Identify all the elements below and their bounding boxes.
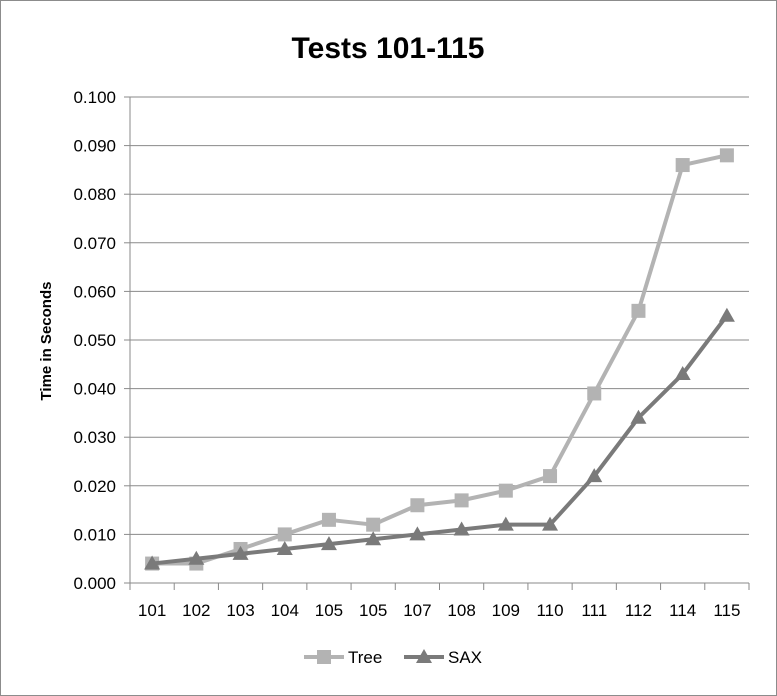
y-tick-label: 0.020: [73, 477, 116, 496]
x-tick-label: 105: [315, 601, 343, 620]
legend-marker: [317, 650, 331, 664]
data-point-tree: [719, 148, 734, 163]
y-tick-labels: 0.000 0.010 0.020 0.030 0.040 0.050 0.060 0.070…: [73, 88, 116, 593]
y-tick-label: 0.010: [73, 525, 116, 544]
data-point-sax: [320, 536, 337, 551]
legend-item-tree: Tree: [304, 648, 382, 667]
x-tick-labels: 101 102 103 104 105 105 107 108 109 110 111 112 114 1…: [138, 601, 741, 620]
data-point-tree: [587, 386, 602, 401]
x-tick-label: 115: [713, 601, 740, 620]
data-point-tree: [498, 483, 513, 498]
data-point-sax: [409, 526, 426, 541]
x-tick-label: 107: [403, 601, 431, 620]
gridlines: [130, 96, 749, 584]
y-tick-label: 0.090: [73, 137, 116, 156]
legend-item-sax: SAX: [404, 648, 482, 667]
x-tick-label: 112: [625, 601, 652, 620]
y-tick-label: 0.050: [73, 331, 116, 350]
data-point-tree: [454, 493, 469, 508]
chart-title: Tests 101-115: [292, 32, 485, 65]
x-tick-label: 105: [359, 601, 387, 620]
legend-label: Tree: [348, 648, 382, 667]
y-tick-label: 0.070: [73, 234, 116, 253]
y-axis-label: Time in Seconds: [38, 282, 55, 401]
y-tick-label: 0.060: [73, 282, 116, 301]
data-point-sax: [674, 366, 691, 381]
data-point-sax: [365, 531, 382, 546]
data-point-tree: [410, 498, 425, 513]
data-point-tree: [277, 527, 292, 542]
x-tick-label: 110: [536, 601, 563, 620]
y-tick-label: 0.040: [73, 380, 116, 399]
data-point-sax: [188, 550, 205, 565]
data-point-sax: [718, 307, 735, 322]
series-tree: [145, 148, 734, 571]
x-tick-label: 108: [447, 601, 475, 620]
x-tick-label: 104: [271, 601, 299, 620]
data-point-tree: [366, 517, 381, 532]
series-line-tree: [152, 153, 728, 566]
data-point-tree: [321, 512, 336, 527]
data-point-sax: [542, 516, 559, 531]
data-point-sax: [453, 521, 470, 536]
legend-marker: [416, 649, 432, 663]
data-point-sax: [586, 468, 603, 483]
x-tick-label: 114: [669, 601, 696, 620]
x-tick-label: 101: [138, 601, 166, 620]
legend-label: SAX: [448, 648, 482, 667]
data-point-tree: [543, 469, 558, 484]
series-group: [144, 148, 735, 571]
data-point-sax: [232, 545, 249, 560]
data-point-tree: [631, 303, 646, 318]
y-tick-label: 0.100: [73, 88, 116, 107]
data-point-sax: [144, 555, 161, 570]
y-tick-label: 0.080: [73, 185, 116, 204]
x-tick-label: 111: [581, 601, 607, 620]
series-line-sax: [151, 314, 729, 566]
y-tick-label: 0.000: [73, 574, 116, 593]
data-point-sax: [276, 540, 293, 555]
series-sax: [144, 307, 735, 570]
legend: Tree SAX: [304, 648, 482, 667]
x-tick-label: 109: [492, 601, 520, 620]
x-tick-label: 103: [226, 601, 254, 620]
x-tick-label: 102: [182, 601, 210, 620]
data-point-tree: [675, 158, 690, 173]
y-tick-label: 0.030: [73, 428, 116, 447]
axes: [124, 96, 750, 590]
data-point-sax: [630, 409, 647, 424]
data-point-sax: [497, 516, 514, 531]
